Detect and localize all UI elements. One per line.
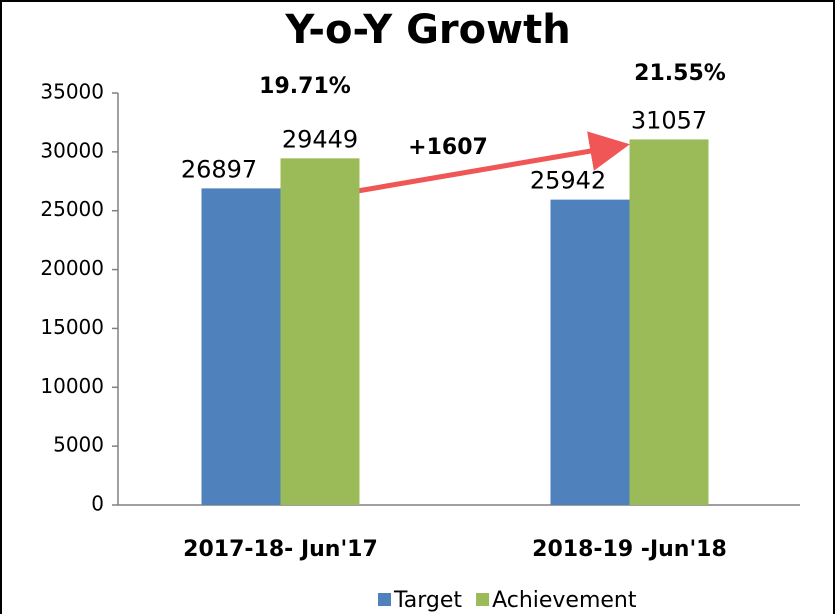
bar [550, 199, 630, 505]
y-tick-label: 10000 [40, 374, 104, 398]
bar [629, 139, 709, 506]
annotation: 21.55% [634, 61, 726, 86]
bar [201, 188, 281, 505]
y-tick-label: 20000 [40, 256, 104, 280]
legend-swatch [476, 593, 490, 606]
chart-title: Y-o-Y Growth [284, 7, 570, 53]
annotation: +1607 [408, 135, 488, 160]
annotation: 19.71% [259, 74, 351, 99]
legend-label: Target [393, 588, 462, 613]
value-label: 31057 [631, 106, 707, 134]
y-tick-label: 30000 [40, 138, 104, 162]
value-label: 29449 [282, 125, 358, 153]
bar [280, 158, 360, 505]
value-label: 26897 [181, 155, 257, 183]
legend-label: Achievement [492, 588, 637, 613]
y-tick-label: 5000 [53, 433, 104, 457]
y-tick-label: 25000 [40, 197, 104, 221]
y-tick-label: 15000 [40, 315, 104, 339]
y-tick-label: 0 [91, 492, 104, 516]
legend-swatch [378, 593, 391, 606]
x-tick-label: 2018-19 -Jun'18 [532, 537, 727, 562]
growth-arrow [339, 131, 630, 197]
y-tick-label: 35000 [40, 80, 104, 104]
x-tick-label: 2017-18- Jun'17 [183, 537, 378, 562]
value-label: 25942 [530, 167, 606, 195]
